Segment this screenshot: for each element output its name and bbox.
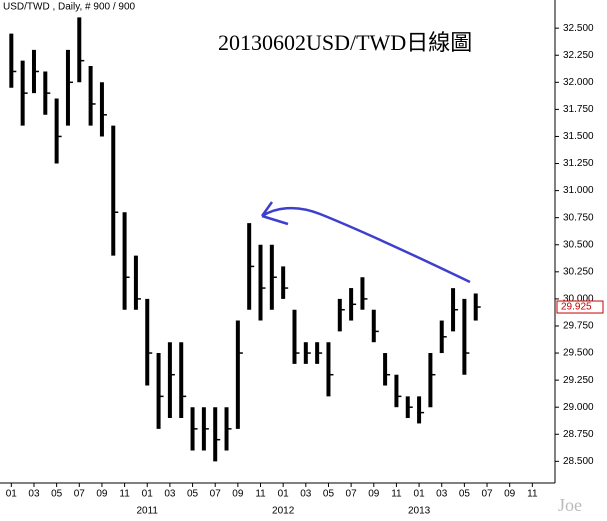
y-tick-label: 30.750	[563, 212, 594, 223]
y-tick-label: 30.250	[563, 266, 594, 277]
y-tick-label: 31.250	[563, 158, 594, 169]
x-tick-label: 03	[164, 489, 176, 500]
y-tick-label: 28.500	[563, 456, 594, 467]
year-label: 2012	[272, 506, 295, 517]
x-tick-label: 03	[28, 489, 40, 500]
y-tick-label: 31.750	[563, 104, 594, 115]
y-tick-label: 31.500	[563, 131, 594, 142]
x-tick-label: 01	[6, 489, 18, 500]
x-tick-label: 09	[368, 489, 380, 500]
y-tick-label: 29.250	[563, 375, 594, 386]
annotation-arrowhead	[260, 201, 289, 226]
year-label: 2013	[408, 506, 431, 517]
y-tick-label: 32.500	[563, 23, 594, 34]
x-tick-label: 09	[504, 489, 516, 500]
x-tick-label: 03	[300, 489, 312, 500]
x-tick-label: 11	[119, 489, 130, 500]
x-tick-label: 11	[255, 489, 266, 500]
x-tick-label: 09	[96, 489, 108, 500]
x-tick-label: 07	[481, 489, 493, 500]
x-tick-label: 07	[74, 489, 86, 500]
x-tick-label: 07	[346, 489, 358, 500]
y-tick-label: 30.500	[563, 239, 594, 250]
y-tick-label: 29.750	[563, 321, 594, 332]
x-tick-label: 03	[436, 489, 448, 500]
x-tick-label: 11	[527, 489, 538, 500]
annotation-arrow	[261, 206, 471, 284]
last-price-label: 29.925	[561, 302, 592, 313]
y-tick-label: 32.000	[563, 77, 594, 88]
x-tick-label: 05	[323, 489, 335, 500]
x-tick-label: 05	[187, 489, 199, 500]
x-tick-label: 01	[414, 489, 426, 500]
y-tick-label: 30.000	[563, 294, 594, 305]
last-price-box	[556, 300, 604, 314]
chart-header: USD/TWD , Daily, # 900 / 900	[3, 2, 136, 13]
x-tick-label: 05	[459, 489, 471, 500]
chart-title: 20130602USD/TWD日線圖	[218, 30, 472, 55]
year-label: 2011	[136, 506, 158, 517]
y-tick-label: 28.750	[563, 429, 594, 440]
x-tick-label: 11	[391, 489, 402, 500]
x-tick-label: 09	[232, 489, 244, 500]
y-tick-label: 29.500	[563, 348, 594, 359]
y-tick-label: 32.250	[563, 50, 594, 61]
y-tick-label: 31.000	[563, 185, 594, 196]
x-tick-label: 01	[142, 489, 154, 500]
x-tick-label: 05	[51, 489, 63, 500]
x-tick-label: 01	[278, 489, 290, 500]
watermark: Joe	[558, 495, 582, 515]
y-tick-label: 29.000	[563, 402, 594, 413]
x-tick-label: 07	[210, 489, 222, 500]
